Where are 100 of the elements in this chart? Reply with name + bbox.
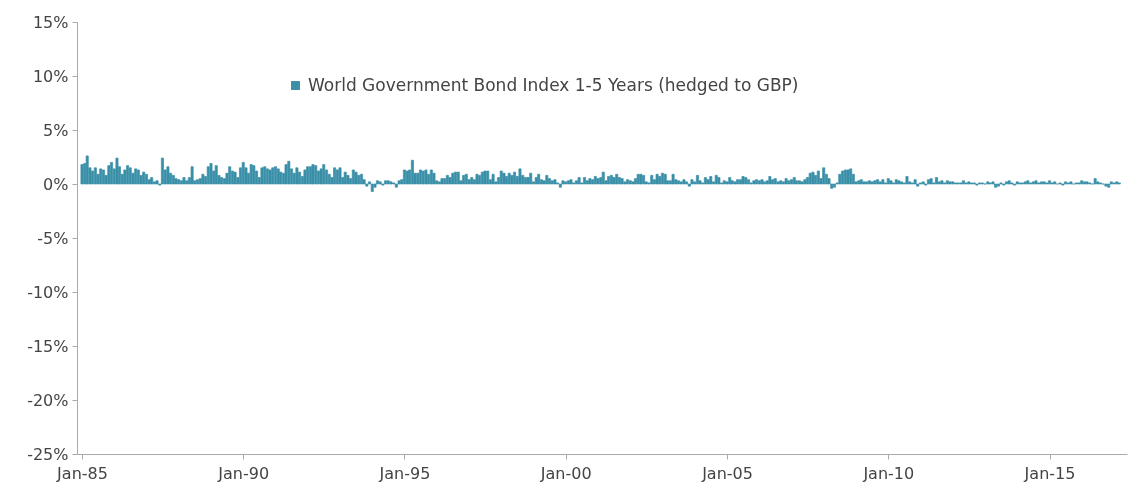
bar	[800, 181, 804, 185]
bar	[585, 180, 589, 185]
x-tick-label: Jan-00	[539, 463, 592, 483]
bar	[636, 173, 640, 185]
bar	[260, 167, 264, 185]
bar	[99, 168, 103, 185]
bar	[760, 179, 764, 185]
bar	[677, 180, 680, 185]
bar	[730, 180, 734, 185]
bar	[102, 169, 105, 185]
bar	[499, 170, 503, 185]
bar	[703, 177, 707, 185]
bar	[1083, 181, 1086, 185]
bar	[601, 171, 605, 185]
y-tick-label: 10%	[32, 66, 69, 86]
bar	[85, 155, 89, 185]
x-tick-label: Jan-90	[217, 463, 270, 483]
bar	[628, 180, 632, 185]
bar	[491, 173, 495, 185]
bar	[588, 178, 592, 185]
bar	[152, 181, 156, 185]
bar	[709, 176, 713, 185]
bar	[534, 177, 538, 185]
x-tick-label: Jan-95	[378, 463, 431, 483]
bar	[327, 173, 331, 185]
bar	[150, 177, 154, 185]
bar	[550, 180, 554, 185]
bar	[545, 175, 549, 185]
bar	[878, 181, 882, 185]
bar	[876, 179, 879, 185]
bar	[303, 169, 307, 185]
bar	[905, 176, 909, 185]
bar	[529, 172, 533, 185]
bar	[897, 180, 901, 185]
y-tick-label: 15%	[32, 12, 69, 32]
bar	[346, 175, 350, 185]
bar	[642, 175, 646, 185]
bar	[360, 173, 363, 185]
bar	[862, 181, 866, 185]
bar	[937, 181, 941, 185]
bar	[935, 177, 938, 185]
bar	[376, 180, 379, 185]
bar	[284, 164, 288, 185]
bar	[561, 180, 565, 185]
bar	[650, 175, 654, 185]
bar	[728, 177, 732, 185]
bar	[744, 177, 748, 185]
bar	[314, 165, 318, 185]
bar	[182, 177, 186, 185]
bar	[115, 157, 119, 185]
bar	[655, 173, 659, 185]
bar	[886, 178, 890, 185]
bar	[252, 165, 256, 185]
bar	[518, 168, 522, 185]
bar	[513, 171, 517, 185]
y-tick-label: -5%	[37, 228, 69, 248]
x-tick-label: Jan-10	[862, 463, 915, 483]
bar	[424, 169, 428, 185]
bar	[671, 173, 675, 185]
bar	[298, 171, 302, 185]
bar	[763, 181, 766, 185]
bar	[626, 179, 629, 185]
y-tick-label: -20%	[27, 390, 69, 410]
bar	[696, 175, 699, 185]
x-tick-label: Jan-15	[1023, 463, 1076, 483]
bar	[623, 181, 627, 185]
bar	[822, 167, 826, 185]
legend-label: World Government Bond Index 1-5 Years (hedged to GBP)	[308, 74, 799, 95]
bar	[873, 180, 877, 185]
bar	[827, 178, 831, 185]
y-tick-label: 5%	[43, 120, 69, 140]
bar	[190, 166, 194, 185]
bar	[201, 173, 205, 185]
bar	[166, 166, 170, 185]
bar	[838, 173, 842, 185]
bar	[397, 180, 401, 185]
bar	[228, 166, 232, 185]
bar	[808, 172, 812, 185]
bar	[577, 177, 581, 185]
bar	[410, 159, 414, 185]
bar	[1107, 183, 1111, 188]
bar	[440, 178, 444, 185]
bar	[615, 173, 619, 185]
bar	[776, 181, 780, 185]
x-tick-label: Jan-05	[701, 463, 753, 483]
bar	[690, 179, 694, 185]
bar	[537, 173, 541, 185]
y-tick-label: -25%	[27, 444, 69, 464]
y-tick-label: -15%	[27, 336, 69, 356]
bar	[486, 170, 490, 185]
bar	[145, 173, 148, 185]
bar	[567, 180, 570, 185]
bar	[725, 181, 729, 185]
bar	[816, 170, 820, 185]
bar	[948, 181, 952, 185]
bar	[287, 160, 291, 185]
y-tick-label: 0%	[43, 174, 69, 194]
y-tick-label: -10%	[27, 282, 69, 302]
bar	[295, 167, 299, 185]
bar	[682, 179, 686, 185]
